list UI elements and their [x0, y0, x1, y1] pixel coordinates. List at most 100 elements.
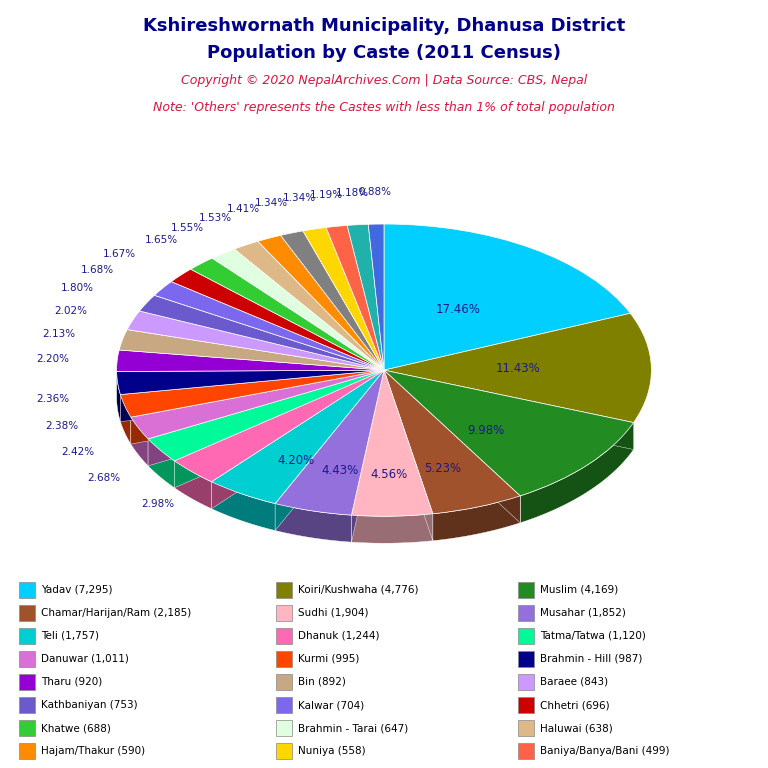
Wedge shape: [368, 224, 384, 370]
Text: 9.98%: 9.98%: [468, 424, 505, 437]
Polygon shape: [275, 504, 352, 542]
Text: 1.18%: 1.18%: [336, 187, 369, 197]
Text: 5.23%: 5.23%: [424, 462, 461, 475]
Text: Danuwar (1,011): Danuwar (1,011): [41, 654, 128, 664]
Text: Nuniya (558): Nuniya (558): [298, 746, 366, 756]
Wedge shape: [280, 231, 384, 370]
Polygon shape: [211, 370, 384, 508]
Text: Kshireshwornath Municipality, Dhanusa District: Kshireshwornath Municipality, Dhanusa Di…: [143, 17, 625, 35]
Polygon shape: [131, 370, 384, 444]
Polygon shape: [352, 370, 384, 542]
Text: 2.38%: 2.38%: [45, 421, 78, 431]
Wedge shape: [352, 370, 433, 516]
Text: Kathbaniyan (753): Kathbaniyan (753): [41, 700, 137, 710]
Polygon shape: [131, 417, 148, 466]
Text: 1.68%: 1.68%: [81, 265, 114, 276]
Wedge shape: [326, 226, 384, 370]
Text: 2.98%: 2.98%: [141, 498, 174, 508]
Text: Baniya/Banya/Bani (499): Baniya/Banya/Bani (499): [540, 746, 670, 756]
Text: 17.46%: 17.46%: [435, 303, 480, 316]
Text: 2.36%: 2.36%: [37, 394, 70, 404]
Text: Kurmi (995): Kurmi (995): [298, 654, 359, 664]
Wedge shape: [121, 370, 384, 417]
Wedge shape: [140, 296, 384, 370]
Text: 1.19%: 1.19%: [310, 190, 343, 200]
Text: 1.34%: 1.34%: [283, 193, 316, 203]
Text: Yadav (7,295): Yadav (7,295): [41, 584, 112, 595]
Text: Brahmin - Hill (987): Brahmin - Hill (987): [540, 654, 642, 664]
Wedge shape: [384, 370, 520, 514]
Text: Dhanuk (1,244): Dhanuk (1,244): [298, 631, 379, 641]
Text: Sudhi (1,904): Sudhi (1,904): [298, 607, 369, 618]
Text: Note: 'Others' represents the Castes with less than 1% of total population: Note: 'Others' represents the Castes wit…: [153, 101, 615, 114]
Wedge shape: [117, 370, 384, 395]
Polygon shape: [117, 372, 121, 422]
Polygon shape: [174, 370, 384, 488]
Text: Copyright © 2020 NepalArchives.Com | Data Source: CBS, Nepal: Copyright © 2020 NepalArchives.Com | Dat…: [181, 74, 587, 87]
Polygon shape: [433, 496, 520, 541]
Text: Chamar/Harijan/Ram (2,185): Chamar/Harijan/Ram (2,185): [41, 607, 191, 618]
Polygon shape: [520, 422, 634, 523]
Polygon shape: [148, 370, 384, 466]
Polygon shape: [384, 370, 433, 541]
Polygon shape: [174, 461, 211, 508]
Wedge shape: [234, 241, 384, 370]
Text: 1.41%: 1.41%: [227, 204, 260, 214]
Text: 2.20%: 2.20%: [36, 354, 69, 364]
Wedge shape: [384, 313, 651, 422]
Text: Brahmin - Tarai (647): Brahmin - Tarai (647): [298, 723, 409, 733]
Text: Population by Caste (2011 Census): Population by Caste (2011 Census): [207, 44, 561, 61]
Text: 4.43%: 4.43%: [321, 465, 359, 478]
Wedge shape: [174, 370, 384, 482]
Polygon shape: [121, 370, 384, 422]
Text: 0.88%: 0.88%: [358, 187, 391, 197]
Wedge shape: [127, 311, 384, 370]
Text: Hajam/Thakur (590): Hajam/Thakur (590): [41, 746, 145, 756]
Polygon shape: [275, 370, 384, 531]
Text: 1.67%: 1.67%: [103, 250, 136, 260]
Text: Tatma/Tatwa (1,120): Tatma/Tatwa (1,120): [540, 631, 646, 641]
Text: 1.53%: 1.53%: [199, 213, 232, 223]
Wedge shape: [258, 235, 384, 370]
Wedge shape: [154, 282, 384, 370]
Text: Haluwai (638): Haluwai (638): [540, 723, 613, 733]
Polygon shape: [384, 370, 520, 523]
Text: Kalwar (704): Kalwar (704): [298, 700, 364, 710]
Text: Baraee (843): Baraee (843): [540, 677, 608, 687]
Polygon shape: [352, 514, 433, 543]
Text: Muslim (4,169): Muslim (4,169): [540, 584, 618, 595]
Text: 11.43%: 11.43%: [495, 362, 540, 376]
Polygon shape: [121, 395, 131, 444]
Text: Teli (1,757): Teli (1,757): [41, 631, 99, 641]
Wedge shape: [119, 329, 384, 370]
Text: 2.02%: 2.02%: [55, 306, 88, 316]
Text: 1.34%: 1.34%: [255, 198, 288, 208]
Wedge shape: [347, 224, 384, 370]
Wedge shape: [384, 224, 631, 370]
Wedge shape: [303, 227, 384, 370]
Wedge shape: [211, 370, 384, 504]
Text: Bin (892): Bin (892): [298, 677, 346, 687]
Text: Khatwe (688): Khatwe (688): [41, 723, 111, 733]
Text: 1.65%: 1.65%: [144, 235, 177, 245]
Text: Koiri/Kushwaha (4,776): Koiri/Kushwaha (4,776): [298, 584, 419, 595]
Polygon shape: [211, 482, 275, 531]
Text: 1.80%: 1.80%: [61, 283, 94, 293]
Polygon shape: [384, 370, 634, 449]
Wedge shape: [117, 350, 384, 372]
Wedge shape: [190, 258, 384, 370]
Wedge shape: [171, 270, 384, 370]
Text: Musahar (1,852): Musahar (1,852): [540, 607, 626, 618]
Wedge shape: [384, 370, 634, 496]
Text: 4.56%: 4.56%: [370, 468, 408, 481]
Wedge shape: [212, 249, 384, 370]
Text: 1.55%: 1.55%: [171, 223, 204, 233]
Wedge shape: [131, 370, 384, 439]
Wedge shape: [275, 370, 384, 515]
Text: 2.42%: 2.42%: [61, 447, 94, 457]
Polygon shape: [148, 439, 174, 488]
Text: 4.20%: 4.20%: [277, 454, 315, 467]
Text: Tharu (920): Tharu (920): [41, 677, 102, 687]
Text: Chhetri (696): Chhetri (696): [540, 700, 610, 710]
Wedge shape: [148, 370, 384, 461]
